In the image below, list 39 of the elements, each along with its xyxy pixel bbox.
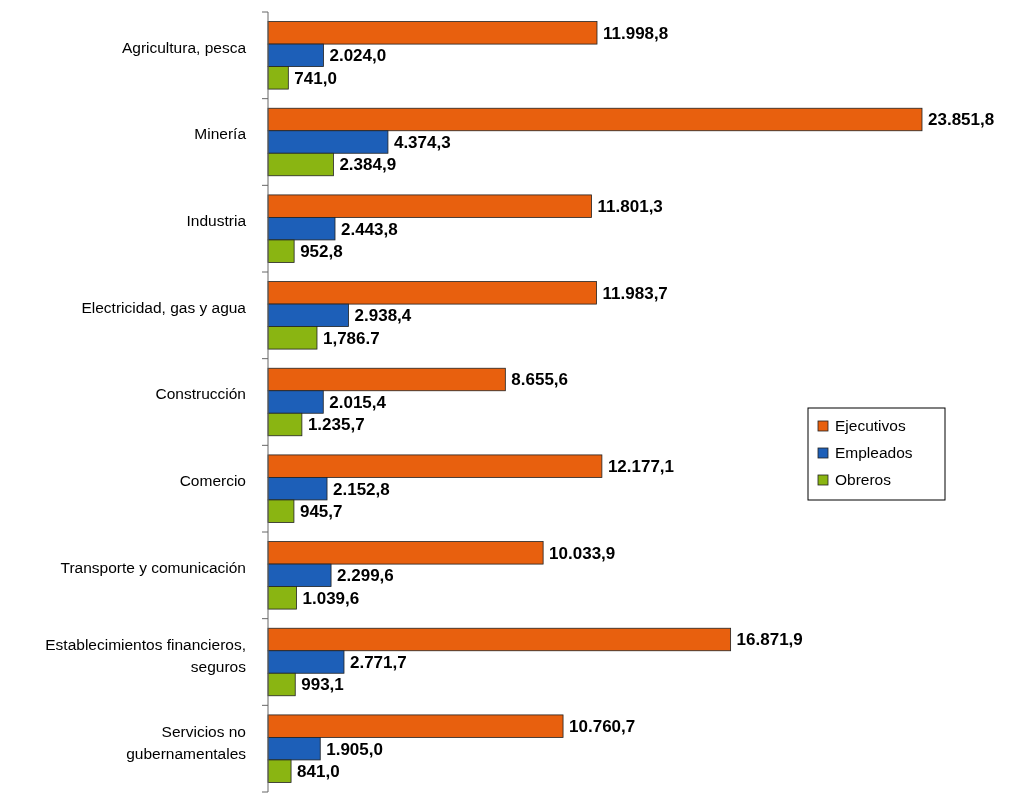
y-tick-label: Industria [186, 212, 247, 230]
data-label: 16.871,9 [736, 630, 803, 650]
data-label: 12.177,1 [607, 457, 675, 477]
data-label: 2.152,8 [333, 479, 390, 499]
data-label: 11.801,3 [597, 197, 663, 217]
data-label: 952,8 [300, 242, 343, 262]
data-label: 11.983,7 [602, 283, 668, 303]
y-tick-label: Minería [194, 125, 247, 143]
data-label: 23.851,8 [928, 110, 995, 130]
y-tick-label: Establecimientos financieros, seguros [45, 635, 247, 675]
data-label: 993,1 [301, 675, 344, 695]
legend-label: Obreros [835, 471, 892, 489]
data-label: 11.998,8 [603, 23, 669, 43]
y-tick-label: Construcción [155, 385, 246, 403]
legend-label: Empleados [835, 444, 913, 462]
data-label: 741,0 [294, 68, 337, 88]
y-tick-label: Transporte y comunicación [60, 558, 246, 576]
data-label: 1.039,6 [302, 588, 360, 608]
data-label: 2.024,0 [329, 46, 387, 66]
data-label: 1.235,7 [307, 415, 365, 435]
data-label: 2.299,6 [337, 566, 394, 586]
data-label: 841,0 [297, 762, 340, 782]
data-label: 10.033,9 [549, 543, 616, 563]
data-label: 1.905,0 [326, 739, 383, 759]
data-label: 2.938,4 [354, 306, 412, 326]
data-label: 945,7 [299, 502, 343, 522]
data-label: 8.655,6 [511, 370, 569, 390]
data-label: 2.771,7 [350, 652, 407, 672]
y-tick-label: Agricultura, pesca [121, 38, 247, 56]
y-tick-label: Electricidad, gas y agua [81, 298, 247, 316]
data-label: 10.760,7 [569, 717, 636, 737]
data-label: 4.374,3 [393, 132, 451, 152]
data-label: 1,786.7 [322, 328, 380, 348]
data-label: 2.443,8 [341, 219, 398, 239]
y-tick-label: Servicios no gubernamentales [126, 722, 247, 762]
data-label: 2.015,4 [329, 392, 387, 412]
data-label: 2.384,9 [339, 155, 397, 175]
y-tick-label: Comercio [179, 472, 246, 490]
legend-label: Ejecutivos [835, 417, 906, 435]
